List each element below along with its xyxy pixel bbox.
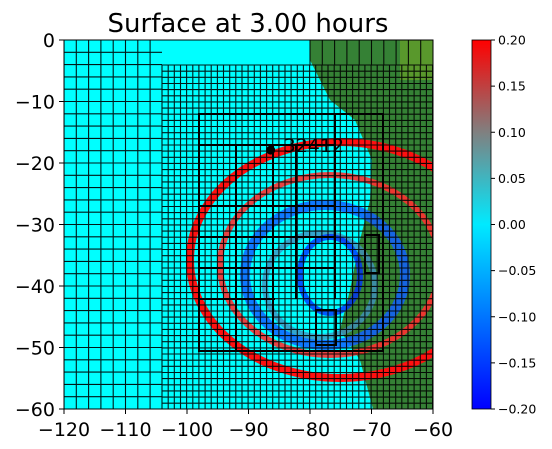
x-tick-label: −80 (290, 419, 330, 441)
land-region-east (400, 40, 433, 80)
x-tick-label: −100 (161, 419, 213, 441)
patch-main (198, 113, 384, 352)
wave-ring-core (262, 230, 378, 340)
colorbar-tick-label: −0.10 (498, 309, 536, 324)
colorbar-tick-label: 0.20 (498, 33, 526, 48)
gauge-label: 32412 (284, 135, 344, 157)
colorbar-tick-label: 0.05 (498, 171, 526, 186)
x-tick-label: −110 (99, 419, 151, 441)
x-tick-label: −60 (413, 419, 453, 441)
colorbar-tick-label: −0.20 (498, 402, 536, 417)
colorbar-tick-label: 0.15 (498, 79, 526, 94)
x-tick-label: −70 (351, 419, 391, 441)
plot-area (64, 40, 433, 409)
y-axis: 0 −10 −20 −30 −40 −50 −60 (15, 30, 64, 421)
refinement-patches (198, 113, 384, 352)
colorbar-tick-label: −0.15 (498, 355, 536, 370)
y-tick-label: −10 (15, 92, 55, 114)
patch-small (315, 309, 337, 346)
y-tick-label: −60 (15, 399, 55, 421)
colorbar-tick-label: 0.00 (498, 217, 526, 232)
colorbar-tick-label: −0.05 (498, 263, 536, 278)
chart-title: Surface at 3.00 hours (108, 9, 389, 39)
gauge-dot (266, 145, 276, 155)
y-tick-label: −40 (15, 276, 55, 298)
wave-ring-inner (217, 172, 433, 358)
y-tick-label: −20 (15, 153, 55, 175)
colorbar-tick-label: 0.10 (498, 125, 526, 140)
patch-small (364, 234, 380, 274)
y-tick-label: −50 (15, 338, 55, 360)
x-tick-label: −90 (228, 419, 268, 441)
y-tick-label: 0 (43, 30, 55, 52)
gauge-marker: 32412 (266, 135, 344, 157)
x-axis: −120 −110 −100 −90 −80 −70 −60 (38, 409, 453, 441)
x-tick-label: −120 (38, 419, 90, 441)
y-tick-label: −30 (15, 215, 55, 237)
colorbar: 0.20 0.15 0.10 0.05 0.00 −0.05 −0.10 −0.15 −0.20 (471, 33, 536, 417)
colorbar-gradient (471, 39, 492, 410)
